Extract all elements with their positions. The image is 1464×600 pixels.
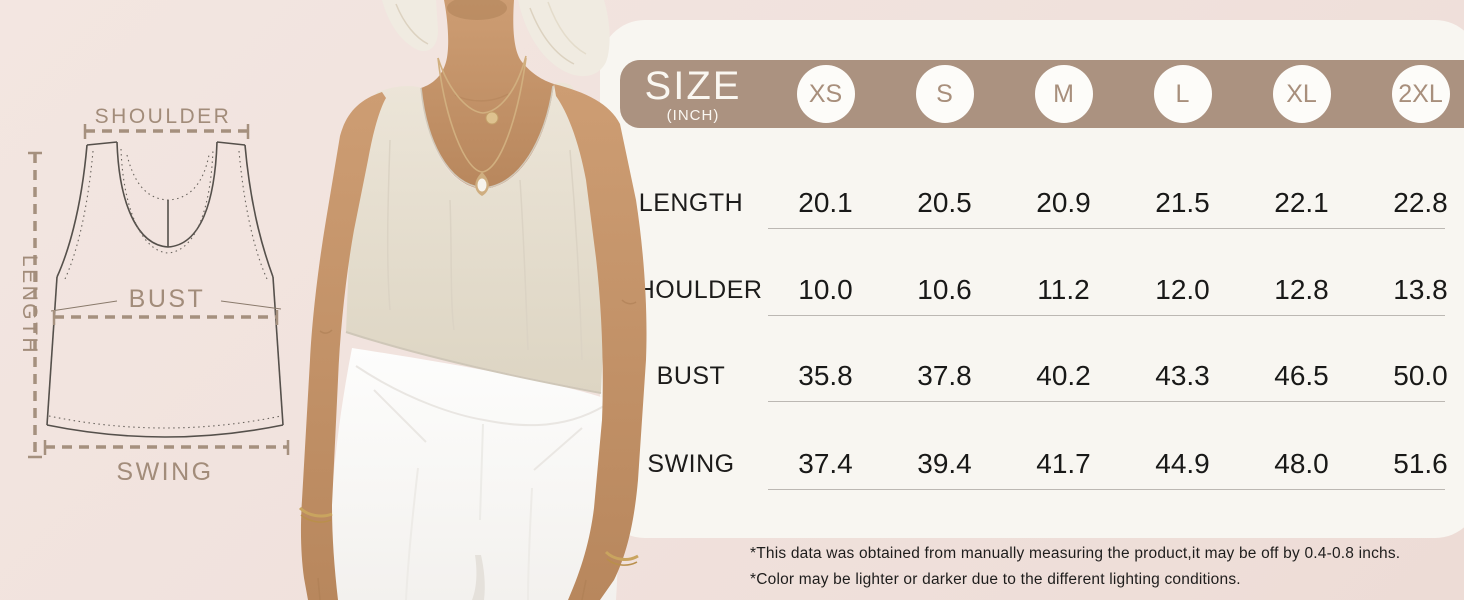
- row-label: LENGTH: [638, 188, 744, 217]
- model-photo: [298, 0, 647, 600]
- footnote-measurement-disclaimer: *This data was obtained from manually me…: [750, 545, 1401, 562]
- beige-tank-top: [345, 82, 605, 394]
- table-cell: 10.0: [798, 274, 853, 305]
- row-divider: [768, 228, 1445, 229]
- table-cell: 46.5: [1274, 360, 1329, 391]
- table-cell: 12.8: [1274, 274, 1329, 305]
- row-divider: [768, 401, 1445, 402]
- row-divider: [768, 489, 1445, 490]
- table-cell: 37.4: [798, 448, 853, 479]
- table-cell: 39.4: [917, 448, 972, 479]
- table-cell: 20.9: [1036, 187, 1091, 218]
- diagram-bust-label: BUST: [129, 285, 206, 313]
- size-badge-xs: XS: [796, 65, 855, 123]
- table-row-shoulder: SHOULDER 10.0 10.6 11.2 12.0 12.8 13.8: [616, 264, 1464, 316]
- diagram-shoulder-label: SHOULDER: [95, 105, 232, 128]
- table-cell: 41.7: [1036, 448, 1091, 479]
- flower-pendant: [485, 111, 499, 125]
- gold-necklaces: [437, 55, 527, 196]
- table-cell: 10.6: [917, 274, 972, 305]
- table-cell: 20.1: [798, 187, 853, 218]
- row-divider: [768, 315, 1445, 316]
- gold-bracelets: [298, 506, 639, 566]
- table-cell: 43.3: [1155, 360, 1210, 391]
- size-header-cell: SIZE (INCH): [620, 66, 766, 123]
- table-cell: 37.8: [917, 360, 972, 391]
- table-cell: 22.8: [1393, 187, 1448, 218]
- diagram-swing-label: SWING: [116, 458, 213, 486]
- model-arms: [300, 84, 647, 600]
- size-badge-xl: XL: [1272, 65, 1331, 123]
- table-cell: 40.2: [1036, 360, 1091, 391]
- size-badge-s: S: [915, 65, 974, 123]
- table-row-bust: BUST 35.8 37.8 40.2 43.3 46.5 50.0: [616, 350, 1464, 402]
- size-unit-label: (INCH): [666, 106, 720, 124]
- diagram-length-label: LENGTH: [18, 255, 41, 355]
- table-cell: 48.0: [1274, 448, 1329, 479]
- table-cell: 11.2: [1037, 274, 1090, 305]
- size-table-panel: SIZE (INCH) XS S M L XL 2XL LENGTH 20.1 …: [600, 20, 1464, 538]
- table-cell: 21.5: [1155, 187, 1210, 218]
- row-label: BUST: [656, 361, 726, 390]
- table-row-swing: SWING 37.4 39.4 41.7 44.9 48.0 51.6: [616, 438, 1464, 490]
- table-cell: 51.6: [1393, 448, 1448, 479]
- footnote-color-disclaimer: *Color may be lighter or darker due to t…: [750, 571, 1241, 588]
- size-title: SIZE: [644, 63, 742, 108]
- table-cell: 20.5: [917, 187, 972, 218]
- table-cell: 13.8: [1393, 274, 1448, 305]
- size-badge-2xl: 2XL: [1391, 65, 1450, 123]
- size-header-bar: SIZE (INCH) XS S M L XL 2XL: [620, 60, 1464, 128]
- size-badge-l: L: [1153, 65, 1212, 123]
- table-cell: 44.9: [1155, 448, 1210, 479]
- garment-measurement-diagram: SHOULDER LENGTH BUST: [18, 105, 290, 486]
- size-badge-m: M: [1034, 65, 1093, 123]
- tank-top-outline: [46, 141, 284, 438]
- table-row-length: LENGTH 20.1 20.5 20.9 21.5 22.1 22.8: [616, 177, 1464, 229]
- white-pants: [328, 348, 618, 600]
- table-cell: 22.1: [1274, 187, 1329, 218]
- table-cell: 35.8: [798, 360, 853, 391]
- row-label: SWING: [647, 449, 735, 478]
- table-cell: 12.0: [1155, 274, 1210, 305]
- hair: [382, 0, 610, 77]
- table-cell: 50.0: [1393, 360, 1448, 391]
